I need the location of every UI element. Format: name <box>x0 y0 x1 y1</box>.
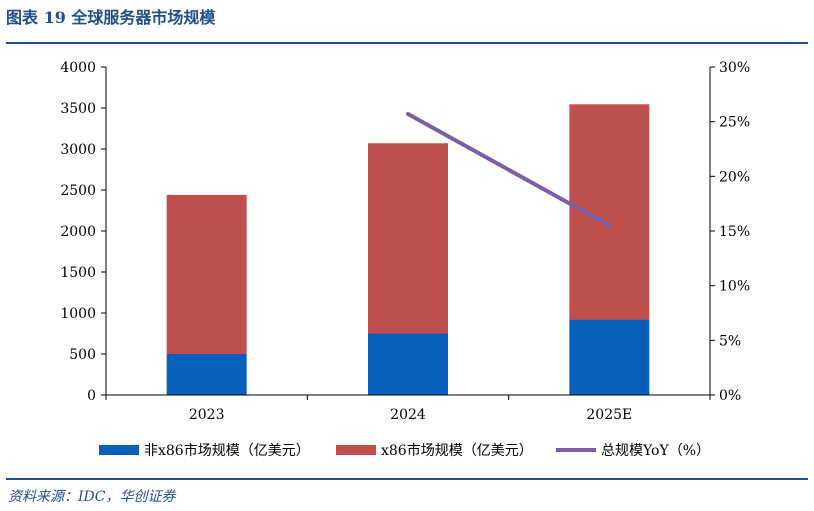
right-tick-label: 0% <box>719 388 741 404</box>
legend-non-x86-label: 非x86市场规模（亿美元） <box>144 442 310 459</box>
legend: 非x86市场规模（亿美元） x86市场规模（亿美元） 总规模YoY（%） <box>99 442 710 459</box>
right-tick-label: 30% <box>719 60 750 76</box>
left-tick-label: 0 <box>87 388 96 404</box>
legend-non-x86-swatch <box>99 445 139 455</box>
right-tick-label: 10% <box>719 279 750 295</box>
left-tick-label: 1000 <box>60 306 96 322</box>
left-tick-label: 4000 <box>60 60 96 76</box>
figure-title: 图表 19 全球服务器市场规模 <box>6 8 216 27</box>
bar-non-x86-2025E <box>569 319 650 395</box>
source-note: 资料来源：IDC，华创证券 <box>8 489 176 505</box>
left-tick-label: 500 <box>69 347 96 363</box>
source-rule <box>6 478 808 480</box>
left-tick-label: 3500 <box>60 101 96 117</box>
legend-x86-label: x86市场规模（亿美元） <box>381 442 533 459</box>
left-tick-label: 2500 <box>60 183 96 199</box>
bar-non-x86-2023 <box>166 354 247 395</box>
x-tick-label-2023: 2023 <box>189 407 225 423</box>
x-tick-label-2025E: 2025E <box>586 407 632 423</box>
title-rule <box>6 42 808 44</box>
right-tick-label: 20% <box>719 169 750 185</box>
right-tick-label: 25% <box>719 115 750 131</box>
bar-x86-2024 <box>368 143 448 334</box>
left-tick-label: 3000 <box>60 142 96 158</box>
left-tick-label: 2000 <box>60 224 96 240</box>
x-tick-label-2024: 2024 <box>390 407 426 423</box>
left-tick-label: 1500 <box>60 265 96 281</box>
legend-yoy-label: 总规模YoY（%） <box>601 443 710 459</box>
right-tick-label: 5% <box>719 333 741 349</box>
bar-non-x86-2024 <box>368 333 448 395</box>
right-tick-label: 15% <box>719 224 750 240</box>
bar-x86-2023 <box>166 194 247 354</box>
bars-layer <box>166 104 650 395</box>
axes-layer: 0 500 1000 1500 2000 2500 3000 3500 4000 0% 5% 10% 1… <box>60 60 750 423</box>
line-layer <box>406 112 612 228</box>
yoy-line <box>406 112 612 228</box>
legend-x86-swatch <box>336 445 376 455</box>
